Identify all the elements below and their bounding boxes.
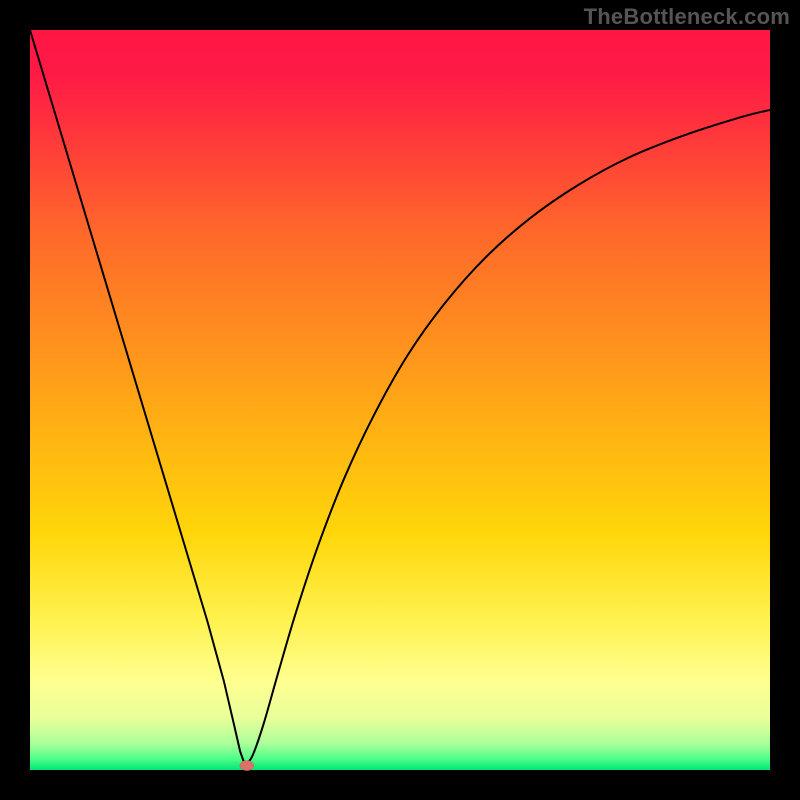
watermark-label: TheBottleneck.com [584,4,790,30]
bottleneck-chart [0,0,800,800]
chart-container: TheBottleneck.com [0,0,800,800]
minimum-marker [240,761,254,771]
